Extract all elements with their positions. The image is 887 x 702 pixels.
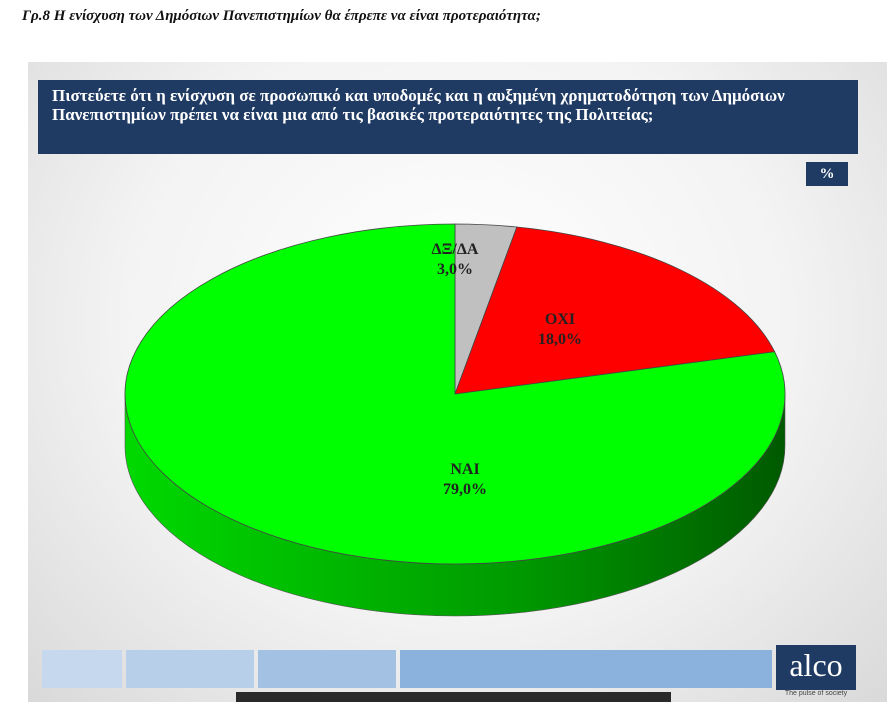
footer-bar-2 (126, 650, 254, 688)
video-control-bar[interactable] (236, 692, 671, 702)
slice-label-0: ΔΞ/ΔΑ (432, 241, 479, 258)
alco-logo: alco (776, 645, 856, 690)
figure-caption: Γρ.8 Η ενίσχυση των Δημόσιων Πανεπιστημί… (22, 8, 541, 24)
footer-bar-1 (42, 650, 122, 688)
footer-bar-4 (400, 650, 772, 688)
slice-value-2: 79,0% (443, 481, 487, 498)
pie-chart: ΔΞ/ΔΑ 3,0% ΟΧΙ 18,0% ΝΑΙ 79,0% (124, 223, 786, 617)
unit-badge: % (806, 162, 848, 186)
pie-slice-1 (454, 226, 776, 395)
footer-bar-3 (258, 650, 396, 688)
slice-value-1: 18,0% (538, 331, 582, 348)
chart-title: Πιστεύετε ότι η ενίσχυση σε προσωπικό κα… (38, 80, 858, 154)
slice-label-2: ΝΑΙ (450, 461, 479, 478)
pie-slice-2 (124, 223, 786, 565)
slice-label-1: ΟΧΙ (545, 311, 575, 328)
logo-tagline: The pulse of society (784, 690, 848, 697)
slice-value-0: 3,0% (437, 261, 473, 278)
chart-slide: Πιστεύετε ότι η ενίσχυση σε προσωπικό κα… (28, 62, 887, 702)
